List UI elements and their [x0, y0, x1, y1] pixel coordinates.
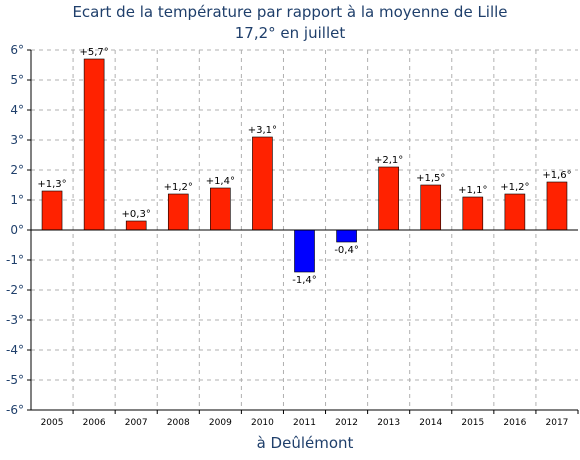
y-tick-label: -1°: [6, 253, 24, 267]
bar: [125, 220, 147, 231]
data-label: +0,3°: [122, 209, 151, 220]
y-tick-label: -2°: [6, 283, 24, 297]
bar: [41, 190, 63, 231]
bar: [210, 187, 231, 231]
x-tick-label: 2011: [293, 418, 316, 428]
x-tick-label: 2013: [377, 418, 400, 428]
y-tick-label: 1°: [10, 193, 24, 207]
x-tick-label: 2006: [83, 418, 106, 428]
data-label: +5,7°: [79, 47, 108, 58]
data-label: +1,2°: [164, 182, 193, 193]
chart-subtitle: 17,2° en juillet: [235, 24, 346, 42]
data-label: +1,6°: [542, 170, 571, 181]
x-tick-label: 2008: [167, 418, 190, 428]
bar: [252, 136, 273, 231]
y-tick-label: 4°: [10, 103, 24, 117]
chart-title: Ecart de la température par rapport à la…: [72, 3, 507, 21]
data-label: +3,1°: [248, 125, 277, 136]
x-tick-label: 2016: [503, 418, 526, 428]
bar: [378, 166, 399, 231]
y-tick-label: -5°: [6, 373, 24, 387]
bar: [167, 193, 189, 231]
bar: [462, 196, 484, 231]
data-label: -0,4°: [334, 245, 359, 256]
y-tick-label: 5°: [10, 73, 24, 87]
bar: [546, 181, 568, 231]
bar: [504, 193, 526, 231]
data-label: +1,1°: [458, 185, 487, 196]
x-tick-label: 2010: [251, 418, 274, 428]
y-tick-label: -3°: [6, 313, 24, 327]
x-tick-label: 2015: [461, 418, 484, 428]
y-tick-label: 6°: [10, 43, 24, 57]
bars-layer: [41, 58, 568, 273]
labels-layer: 6° 5° 4° 3° 2° 1° 0° -1° -2° -3° -4° -5° -6° +1,3° 200…: [6, 43, 572, 428]
y-tick-label: 2°: [10, 163, 24, 177]
bar: [83, 58, 105, 231]
data-label: -1,4°: [292, 275, 317, 286]
y-tick-label: 3°: [10, 133, 24, 147]
axis-layer: [27, 49, 579, 414]
y-tick-label: -6°: [6, 403, 24, 417]
data-label: +1,3°: [37, 179, 66, 190]
data-label: +1,4°: [206, 176, 235, 187]
x-tick-label: 2017: [546, 418, 569, 428]
data-label: +1,2°: [500, 182, 529, 193]
data-label: +1,5°: [416, 173, 445, 184]
x-tick-label: 2005: [41, 418, 64, 428]
x-tick-label: 2007: [125, 418, 148, 428]
x-axis-label: à Deûlémont: [257, 434, 354, 452]
y-tick-label: 0°: [10, 223, 24, 237]
data-label: +2,1°: [374, 155, 403, 166]
y-tick-label: -4°: [6, 343, 24, 357]
x-tick-label: 2014: [419, 418, 442, 428]
bar: [294, 229, 315, 273]
bar: [420, 184, 442, 231]
x-tick-label: 2012: [335, 418, 358, 428]
x-tick-label: 2009: [209, 418, 232, 428]
bar: [336, 229, 357, 243]
